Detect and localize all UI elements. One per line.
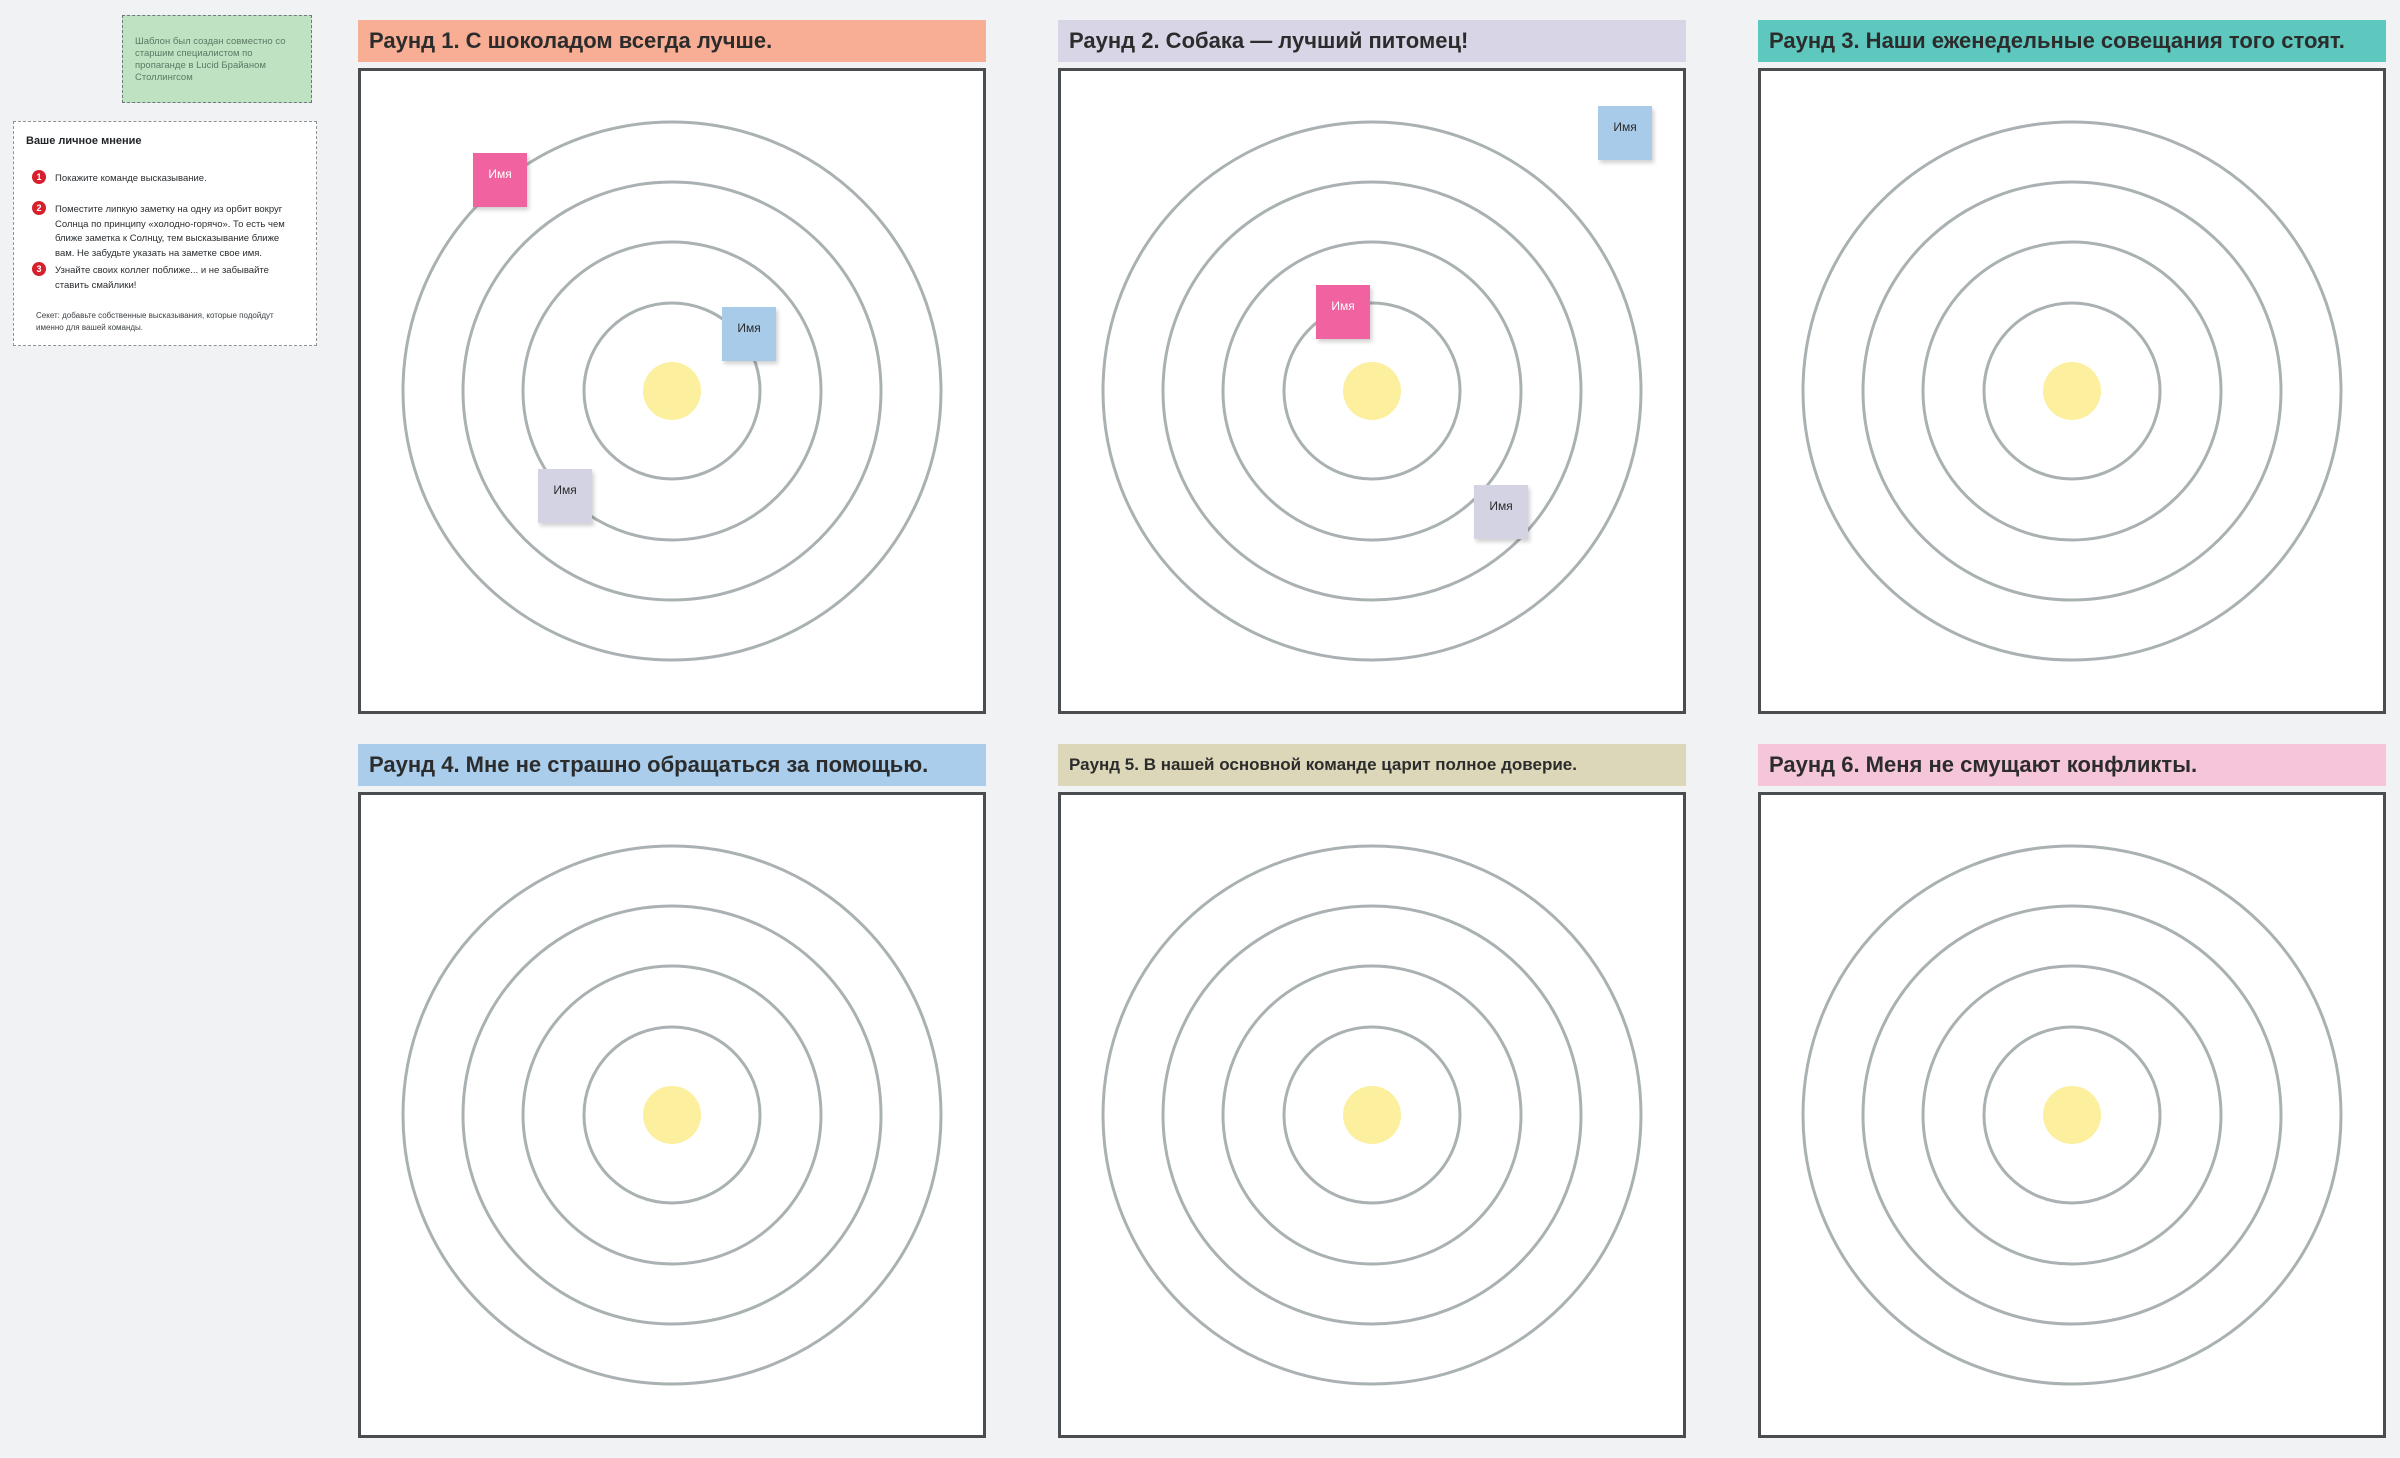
secret-tip: Секет: добавьте собственные высказывания… bbox=[36, 311, 274, 332]
round-4-frame: Раунд 4. Мне не страшно обращаться за по… bbox=[358, 744, 986, 1458]
orbit-diagram bbox=[401, 120, 943, 662]
orbit-diagram bbox=[401, 844, 943, 1386]
sun bbox=[643, 362, 701, 420]
round-3-board[interactable] bbox=[1758, 68, 2386, 714]
round-1-board[interactable]: Имя Имя Имя bbox=[358, 68, 986, 714]
round-4-header[interactable]: Раунд 4. Мне не страшно обращаться за по… bbox=[358, 744, 986, 786]
orbit-diagram bbox=[1101, 844, 1643, 1386]
orbit-ring-4 bbox=[1861, 904, 2283, 1326]
orbit-ring-5 bbox=[1101, 120, 1643, 662]
orbit-ring-4 bbox=[1861, 180, 2283, 602]
orbit-ring-5 bbox=[401, 844, 943, 1386]
sticky-note[interactable]: Имя bbox=[722, 307, 776, 361]
sun bbox=[2043, 1086, 2101, 1144]
sticky-note-label: Имя bbox=[488, 167, 512, 181]
sticky-note[interactable]: Имя bbox=[538, 469, 592, 523]
round-3-frame: Раунд 3. Наши еженедельные совещания тог… bbox=[1758, 20, 2386, 734]
round-5-board[interactable] bbox=[1058, 792, 1686, 1438]
instructions-panel[interactable]: Ваше личное мнение 1 Покажите команде вы… bbox=[13, 121, 317, 346]
orbit-ring-3 bbox=[1921, 964, 2223, 1266]
sun bbox=[1343, 1086, 1401, 1144]
sun bbox=[643, 1086, 701, 1144]
round-6-board[interactable] bbox=[1758, 792, 2386, 1438]
round-6-frame: Раунд 6. Меня не смущают конфликты. bbox=[1758, 744, 2386, 1458]
sticky-note[interactable]: Имя bbox=[1598, 106, 1652, 160]
orbit-ring-5 bbox=[401, 120, 943, 662]
sticky-note-label: Имя bbox=[553, 483, 577, 497]
orbit-diagram bbox=[1801, 120, 2343, 662]
step-text: Поместите липкую заметку на одну из орби… bbox=[55, 204, 285, 259]
step-text: Узнайте своих коллег поближе... и не заб… bbox=[55, 265, 269, 291]
sticky-note-label: Имя bbox=[1331, 299, 1355, 313]
step-number-badge: 3 bbox=[32, 262, 46, 276]
round-4-board[interactable] bbox=[358, 792, 986, 1438]
orbit-ring-2 bbox=[1982, 1025, 2162, 1205]
orbit-ring-2 bbox=[1982, 301, 2162, 481]
orbit-ring-5 bbox=[1801, 844, 2343, 1386]
sun bbox=[2043, 362, 2101, 420]
orbit-ring-4 bbox=[461, 180, 883, 602]
round-2-frame: Раунд 2. Собака — лучший питомец! Имя Им… bbox=[1058, 20, 1686, 734]
orbit-ring-5 bbox=[1101, 844, 1643, 1386]
orbit-ring-3 bbox=[521, 964, 823, 1266]
template-credit-note[interactable]: Шаблон был создан совместно со старшим с… bbox=[122, 15, 312, 103]
round-3-header[interactable]: Раунд 3. Наши еженедельные совещания тог… bbox=[1758, 20, 2386, 62]
sticky-note[interactable]: Имя bbox=[1316, 285, 1370, 339]
round-5-header[interactable]: Раунд 5. В нашей основной команде царит … bbox=[1058, 744, 1686, 786]
sticky-note-label: Имя bbox=[1489, 499, 1513, 513]
orbit-ring-3 bbox=[1921, 240, 2223, 542]
round-6-header[interactable]: Раунд 6. Меня не смущают конфликты. bbox=[1758, 744, 2386, 786]
template-credit-text: Шаблон был создан совместно со старшим с… bbox=[135, 36, 286, 83]
sun bbox=[1343, 362, 1401, 420]
orbit-ring-2 bbox=[582, 1025, 762, 1205]
sticky-note-label: Имя bbox=[1613, 120, 1637, 134]
orbit-ring-3 bbox=[1221, 964, 1523, 1266]
step-text: Покажите команде высказывание. bbox=[55, 173, 207, 184]
round-2-board[interactable]: Имя Имя Имя bbox=[1058, 68, 1686, 714]
orbit-ring-4 bbox=[1161, 904, 1583, 1326]
orbit-ring-3 bbox=[1221, 240, 1523, 542]
round-2-header[interactable]: Раунд 2. Собака — лучший питомец! bbox=[1058, 20, 1686, 62]
orbit-diagram bbox=[1801, 844, 2343, 1386]
orbit-ring-4 bbox=[461, 904, 883, 1326]
round-1-header[interactable]: Раунд 1. С шоколадом всегда лучше. bbox=[358, 20, 986, 62]
orbit-diagram bbox=[1101, 120, 1643, 662]
orbit-ring-2 bbox=[582, 301, 762, 481]
orbit-ring-2 bbox=[1282, 1025, 1462, 1205]
round-5-frame: Раунд 5. В нашей основной команде царит … bbox=[1058, 744, 1686, 1458]
orbit-ring-2 bbox=[1282, 301, 1462, 481]
round-1-frame: Раунд 1. С шоколадом всегда лучше. Имя И… bbox=[358, 20, 986, 734]
step-number-badge: 2 bbox=[32, 201, 46, 215]
sticky-note[interactable]: Имя bbox=[473, 153, 527, 207]
instructions-title: Ваше личное мнение bbox=[26, 135, 142, 147]
sticky-note[interactable]: Имя bbox=[1474, 485, 1528, 539]
orbit-ring-5 bbox=[1801, 120, 2343, 662]
sticky-note-label: Имя bbox=[737, 321, 761, 335]
orbit-ring-3 bbox=[521, 240, 823, 542]
orbit-ring-4 bbox=[1161, 180, 1583, 602]
step-number-badge: 1 bbox=[32, 170, 46, 184]
